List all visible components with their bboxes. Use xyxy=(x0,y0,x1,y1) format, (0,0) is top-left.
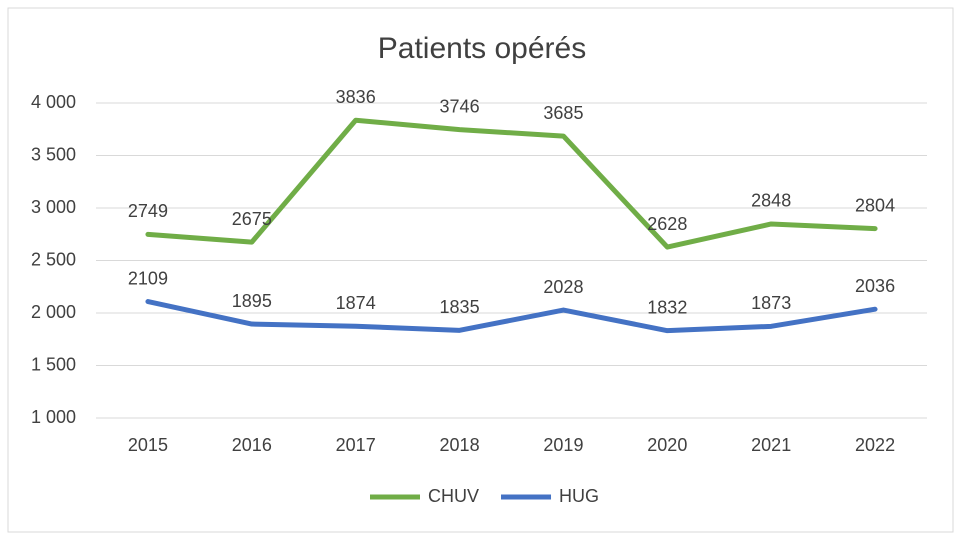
y-tick-label: 1 500 xyxy=(31,354,76,374)
chart-frame xyxy=(7,7,954,533)
data-label: 3685 xyxy=(543,103,583,123)
x-tick-label: 2020 xyxy=(647,435,687,455)
series-line xyxy=(145,117,878,250)
series-line xyxy=(145,299,878,334)
x-tick-label: 2021 xyxy=(751,435,791,455)
data-label: 2675 xyxy=(232,209,272,229)
x-tick-label: 2017 xyxy=(336,435,376,455)
data-label: 2036 xyxy=(855,276,895,296)
data-label: 2749 xyxy=(128,201,168,221)
y-tick-label: 2 000 xyxy=(31,302,76,322)
chart-title: Patients opérés xyxy=(378,32,586,65)
data-label: 1873 xyxy=(751,293,791,313)
x-tick-label: 2015 xyxy=(128,435,168,455)
data-label: 2848 xyxy=(751,191,791,211)
y-tick-label: 3 000 xyxy=(31,197,76,217)
data-label: 1832 xyxy=(647,297,687,317)
legend-label: HUG xyxy=(559,486,599,506)
y-tick-label: 1 000 xyxy=(31,407,76,427)
legend-label: CHUV xyxy=(428,486,479,506)
x-tick-label: 2018 xyxy=(440,435,480,455)
data-label: 1895 xyxy=(232,291,272,311)
data-label: 1835 xyxy=(440,297,480,317)
data-label: 2109 xyxy=(128,268,168,288)
data-label: 3836 xyxy=(336,87,376,107)
data-label: 2804 xyxy=(855,195,895,215)
data-label: 1874 xyxy=(336,293,376,313)
data-label: 2628 xyxy=(647,214,687,234)
data-label: 3746 xyxy=(440,96,480,116)
x-tick-label: 2019 xyxy=(543,435,583,455)
y-tick-label: 4 000 xyxy=(31,92,76,112)
y-tick-label: 2 500 xyxy=(31,249,76,269)
data-label: 2028 xyxy=(543,277,583,297)
x-tick-label: 2016 xyxy=(232,435,272,455)
x-tick-label: 2022 xyxy=(855,435,895,455)
y-tick-label: 3 500 xyxy=(31,144,76,164)
